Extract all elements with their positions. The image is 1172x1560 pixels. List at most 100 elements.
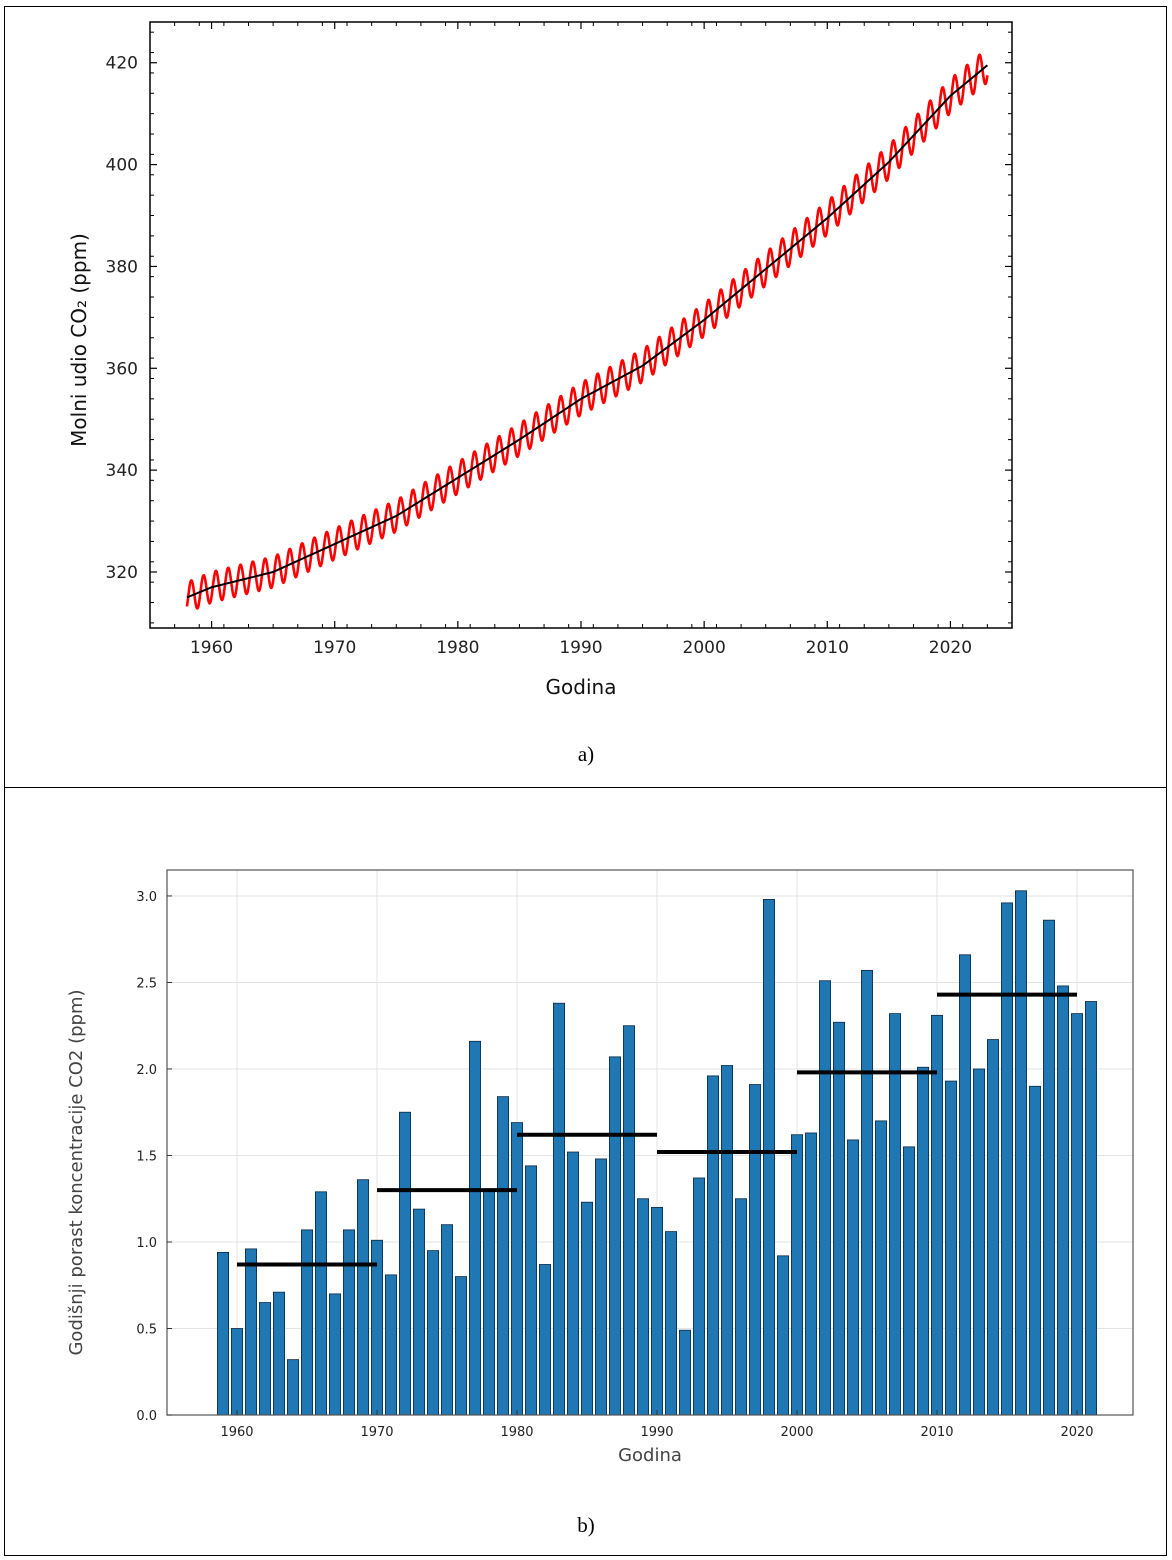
bar-1989 xyxy=(637,1198,650,1416)
x-tick-label: 1990 xyxy=(559,638,602,658)
plot-frame xyxy=(166,869,1134,1416)
bar-2021 xyxy=(1085,1001,1098,1416)
bar-1976 xyxy=(454,1276,467,1416)
y-tick-label: 0.0 xyxy=(136,1409,157,1424)
bar-1961 xyxy=(244,1248,257,1416)
bar-1987 xyxy=(609,1056,622,1416)
x-tick-label: 2020 xyxy=(929,638,972,658)
bar-1975 xyxy=(440,1224,453,1416)
x-tick-label: 1960 xyxy=(190,638,233,658)
bar-2003 xyxy=(833,1021,846,1416)
bar-1967 xyxy=(328,1293,341,1416)
bar-1978 xyxy=(482,1189,495,1416)
plot-background xyxy=(167,870,1133,1415)
x-tick-label: 1960 xyxy=(220,1425,253,1440)
x-tick-label: 1980 xyxy=(500,1425,533,1440)
bar-1997 xyxy=(749,1084,762,1416)
bar-1973 xyxy=(412,1208,425,1416)
y-tick-label: 0.5 xyxy=(136,1322,157,1337)
bar-2010 xyxy=(931,1014,944,1416)
y-tick-label: 1.5 xyxy=(136,1149,157,1164)
bar-1996 xyxy=(735,1198,748,1416)
bar-2008 xyxy=(903,1146,916,1416)
bar-1964 xyxy=(286,1359,299,1416)
bar-1988 xyxy=(623,1025,636,1416)
y-tick-label: 3.0 xyxy=(136,890,157,905)
bar-1993 xyxy=(693,1177,706,1416)
y-tick-label: 1.0 xyxy=(136,1236,157,1251)
y-tick-label: 400 xyxy=(106,156,138,176)
x-axis-label: Godina xyxy=(546,675,617,699)
bar-2001 xyxy=(805,1132,818,1416)
x-tick-label: 1990 xyxy=(640,1425,673,1440)
bar-2009 xyxy=(917,1066,930,1416)
y-axis-label: Molni udio CO₂ (ppm) xyxy=(67,233,91,447)
bar-2005 xyxy=(861,969,874,1416)
bar-2015 xyxy=(1001,902,1014,1416)
x-tick-label: 2010 xyxy=(806,638,849,658)
bar-1968 xyxy=(342,1229,355,1416)
bar-1982 xyxy=(539,1264,552,1416)
bar-1971 xyxy=(384,1274,397,1416)
bar-2002 xyxy=(819,980,832,1416)
bar-1974 xyxy=(426,1250,439,1416)
trend-co2-series xyxy=(186,64,989,599)
bar-2011 xyxy=(945,1080,958,1416)
bar-1963 xyxy=(272,1291,285,1416)
bar-2014 xyxy=(987,1039,1000,1416)
bar-2000 xyxy=(791,1134,804,1416)
x-tick-label: 1980 xyxy=(436,638,479,658)
bar-1984 xyxy=(567,1151,580,1416)
x-axis-label: Godina xyxy=(618,1445,682,1466)
bar-2019 xyxy=(1057,985,1070,1416)
bar-1969 xyxy=(356,1179,369,1416)
bar-1986 xyxy=(595,1158,608,1416)
y-tick-label: 320 xyxy=(106,563,138,583)
bar-1992 xyxy=(679,1329,692,1416)
bar-2017 xyxy=(1029,1085,1042,1416)
seasonal-co2-series xyxy=(185,53,989,610)
x-tick-label: 1970 xyxy=(313,638,356,658)
y-tick-label: 2.0 xyxy=(136,1063,157,1078)
bar-1991 xyxy=(665,1231,678,1416)
bar-2020 xyxy=(1071,1013,1084,1416)
caption-a: a) xyxy=(577,742,595,766)
co2-line-chart: 1960 1970 1980 1990 2000 2010 2020 320 340 360 380… xyxy=(67,21,1013,699)
x-tick-label: 2000 xyxy=(780,1425,813,1440)
bar-1965 xyxy=(300,1229,313,1416)
y-tick-label: 340 xyxy=(106,461,138,481)
y-axis-label: Godišnji porast koncentracije CO2 (ppm) xyxy=(66,989,87,1355)
caption-b: b) xyxy=(577,1513,595,1537)
bar-1960 xyxy=(230,1328,243,1416)
bar-2016 xyxy=(1015,890,1028,1416)
bar-2004 xyxy=(847,1139,860,1416)
bar-2012 xyxy=(959,954,972,1416)
y-tick-label: 360 xyxy=(106,359,138,379)
bar-1962 xyxy=(258,1302,271,1416)
bar-1972 xyxy=(398,1111,411,1416)
bar-1981 xyxy=(525,1165,538,1416)
bar-1990 xyxy=(651,1206,664,1416)
bar-1959 xyxy=(216,1251,229,1416)
bar-2013 xyxy=(973,1068,986,1416)
y-tick-label: 2.5 xyxy=(136,976,157,991)
bar-1966 xyxy=(314,1191,327,1416)
bar-1980 xyxy=(510,1122,523,1416)
x-tick-label: 2010 xyxy=(920,1425,953,1440)
y-tick-label: 420 xyxy=(106,54,138,74)
bar-1983 xyxy=(553,1002,566,1416)
bar-1998 xyxy=(763,899,776,1416)
bar-1994 xyxy=(707,1075,720,1416)
bar-1979 xyxy=(496,1096,509,1416)
x-tick-label: 1970 xyxy=(360,1425,393,1440)
bar-2006 xyxy=(875,1120,888,1416)
bar-1985 xyxy=(581,1201,594,1416)
bar-1999 xyxy=(777,1255,790,1416)
bar-1995 xyxy=(721,1065,734,1416)
x-tick-label: 2000 xyxy=(683,638,726,658)
bar-1977 xyxy=(468,1040,481,1416)
y-tick-label: 380 xyxy=(106,257,138,277)
x-tick-label: 2020 xyxy=(1060,1425,1093,1440)
